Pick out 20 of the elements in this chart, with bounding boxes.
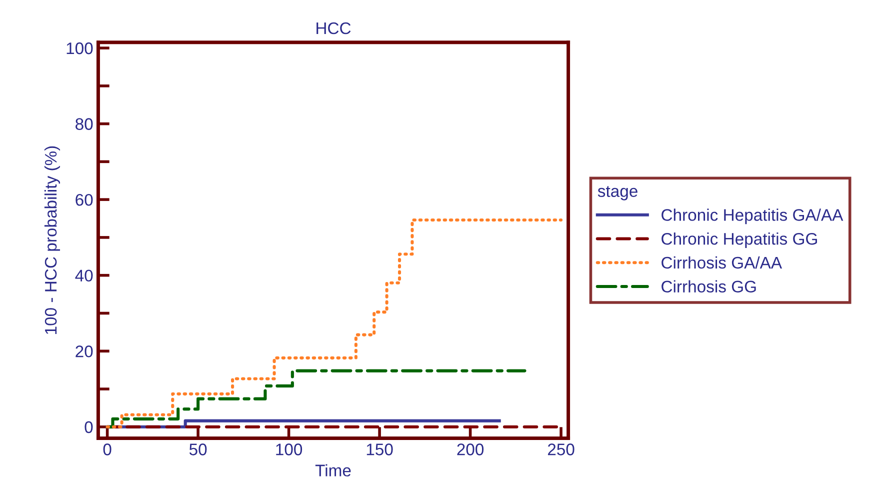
- legend-label: Cirrhosis GG: [662, 280, 756, 292]
- legend-label: Cirrhosis GA/AA: [662, 256, 782, 269]
- x-tick-label: 250: [548, 444, 574, 456]
- x-tick-label: 200: [457, 444, 484, 456]
- x-tick-label: 50: [189, 444, 207, 456]
- y-axis-title: 100 - HCC probability (%): [44, 146, 60, 334]
- y-tick-label: 80: [76, 118, 93, 130]
- y-tick-label: 20: [76, 346, 93, 358]
- x-tick-label: 100: [276, 444, 302, 456]
- legend-label: Chronic Hepatitis GG: [662, 232, 817, 248]
- legend-title: stage: [598, 186, 638, 200]
- y-tick-label: 40: [75, 270, 93, 282]
- chart-title: HCC: [316, 22, 351, 34]
- y-tick-label: 60: [76, 194, 93, 206]
- x-axis-title: Time: [315, 464, 351, 476]
- x-tick-label: 150: [366, 444, 393, 456]
- x-tick-label: 0: [103, 444, 112, 456]
- y-tick-label: 0: [84, 421, 93, 434]
- y-tick-label: 100: [66, 42, 93, 54]
- legend-label: Chronic Hepatitis GA/AA: [662, 208, 844, 224]
